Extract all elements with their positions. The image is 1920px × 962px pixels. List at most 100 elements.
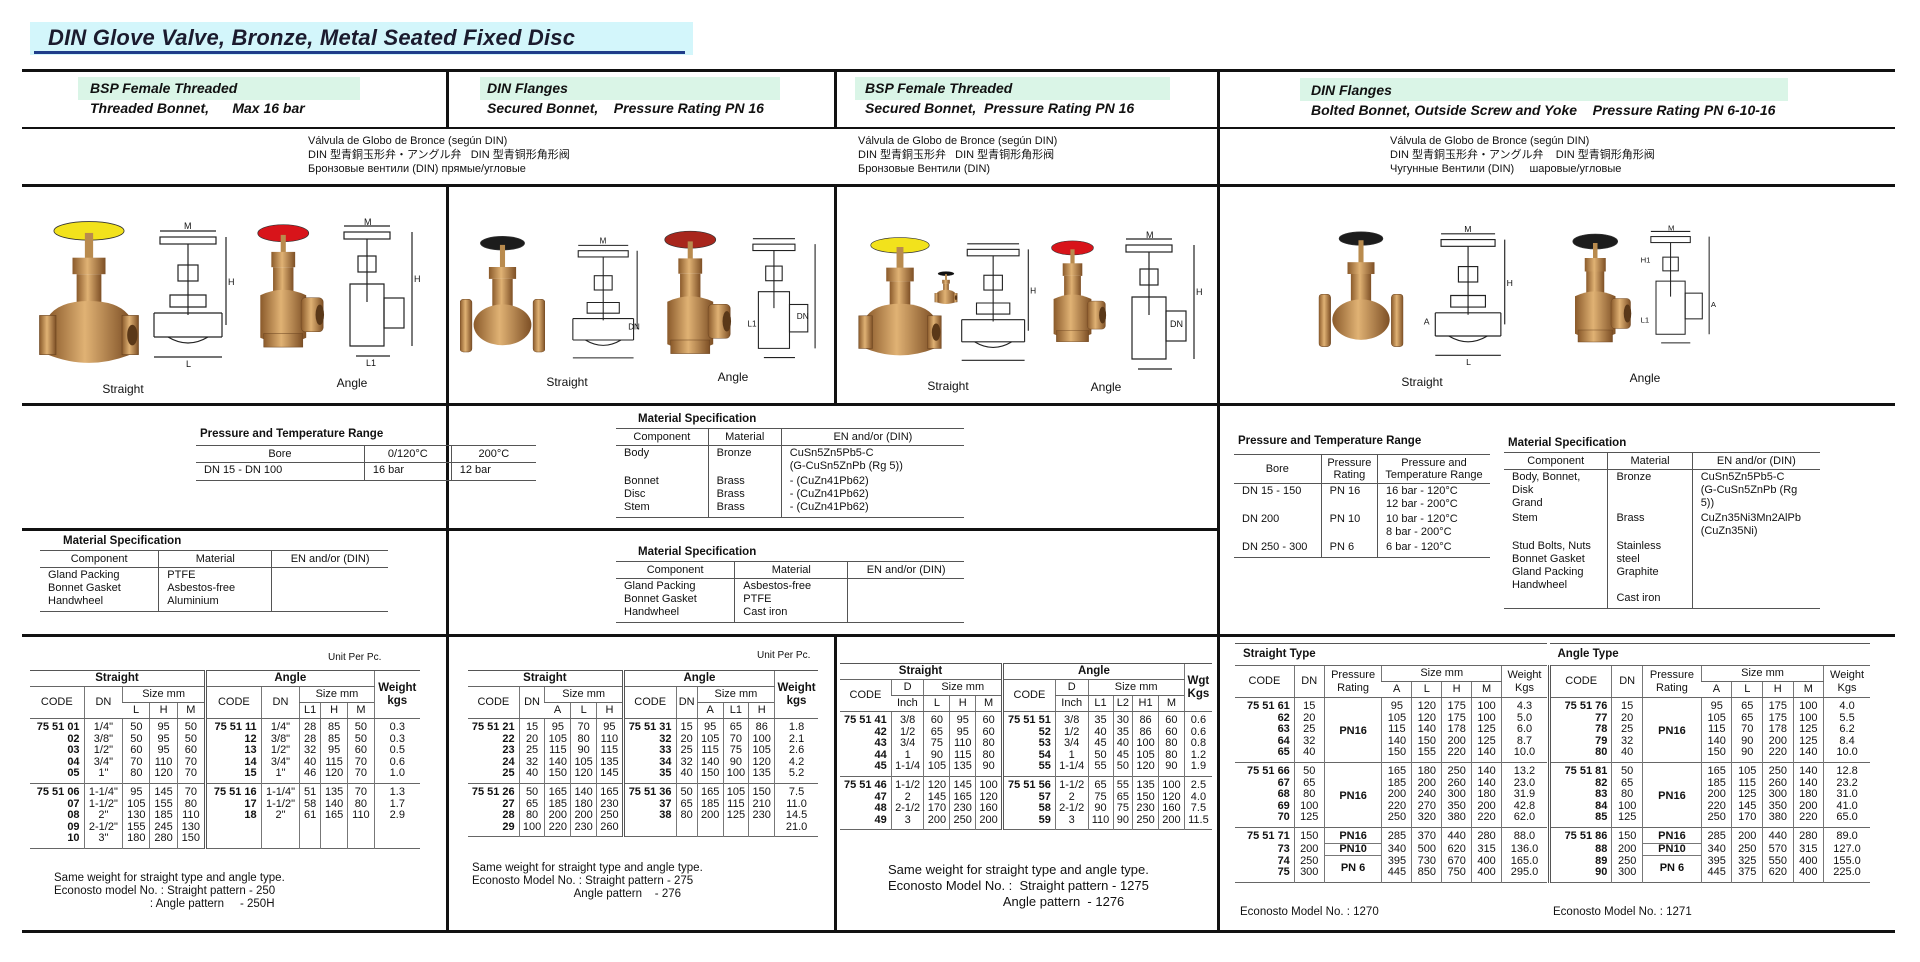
column-header: A [1381,681,1412,698]
table-row: 70 125 250 320 380 220 62.0 [1235,812,1547,828]
column-header: CODE [468,686,520,719]
table-row: 68 80 200 240 300 180 31.9 [1235,789,1547,801]
table-cell: 3/4" [83,756,123,769]
table-cell [271,567,388,612]
table-cell: PN16 [1641,762,1702,828]
column-header: A [544,702,571,719]
column-header: CODE [30,686,85,719]
table-cell: 285 [1700,827,1732,844]
table-cell: 10 bar - 120°C 8 bar - 200°C [1377,512,1490,540]
product-code: 75 51 46 [843,778,887,791]
table-cell: 105 [923,761,950,777]
table-cell: 620 [1762,866,1794,883]
table-cell: PN 6 [1323,855,1382,883]
material-spec-title: Material Specification [1508,437,1627,449]
table-row: Stud Bolts, Nuts Bonnet Gasket Gland Pac… [1504,539,1820,609]
straight-caption: Straight [546,375,588,389]
table-cell: 185 [1381,777,1412,790]
table-cell: 150 [748,783,775,799]
table-cell: 155.0 [1823,855,1870,868]
product-code: 80 [1547,747,1612,763]
table-cell: 85 [319,733,348,746]
table-row: 64 32 140 150 200 125 8.7 [1235,735,1547,748]
product-code: 58 [1001,803,1056,815]
table-cell: 40 [518,768,545,784]
table-cell: 140 [1792,777,1824,790]
column-header: Weight kgs [774,670,818,719]
column-header: H [596,702,624,719]
table-cell: PN10 [1323,843,1382,857]
table-cell: 32 [675,756,698,769]
material-spec-table: Component Material EN and/or (DIN) Body, Bo… [1504,452,1820,609]
table-cell: 105 [1381,712,1412,725]
table-cell: 1-1/4" [260,783,300,799]
table-cell: 1.0 [373,768,420,784]
table-cell: 50 [176,733,206,746]
table-cell: 170 [1731,812,1763,828]
table-cell: 1.7 [373,798,420,811]
table-cell: 65 [1611,777,1643,790]
multilingual-subtitle: Válvula de Globo de Bronce (según DIN) D… [308,135,570,175]
table-row: 23 25 115 90 115 33 25 115 75 105 2.6 [468,745,818,757]
column-header: Pressure Rating [1323,665,1382,698]
table-cell: 80 [975,749,1003,762]
table-cell: 240 [1411,789,1442,801]
table-cell: Stem [1512,512,1538,524]
column-header: Size mm [122,686,206,703]
table-cell: 110 [176,810,206,822]
table-cell: 45 [1087,738,1114,750]
table-cell: Stud Bolts, Nuts Bonnet Gasket Gland Pac… [1504,539,1608,609]
product-code: 57 [1001,791,1056,804]
table-cell: 165 [596,783,624,799]
product-code: 07 [67,797,80,810]
table-cell: 180 [122,833,150,849]
column-header: L [1731,681,1763,698]
header-line1: BSP Female Threaded [865,80,1013,96]
table-row: 63 25 115 140 178 125 6.0 [1235,724,1547,736]
svg-text:L: L [186,359,191,369]
column-header: D [890,679,924,696]
table-cell [675,821,698,837]
table-cell: 12 bar [450,462,536,481]
table-cell: 85 [319,718,348,734]
material-spec-title: Material Specification [63,535,182,547]
svg-text:M: M [364,217,372,227]
table-cell: 850 [1411,866,1442,883]
angle-valve-drawing: DN L1 [747,235,823,363]
table-cell: 230 [949,803,976,815]
table-cell: 160 [975,803,1003,815]
table-cell: 115 [1731,777,1763,790]
table-cell: 32 [1611,735,1643,748]
table-cell: 2.6 [774,745,818,757]
table-cell: 65 [1731,697,1763,713]
table-row: 88 200 PN10 340 250 570 315 127.0 [1547,843,1870,857]
table-row: 67 65 185 200 260 140 23.0 [1235,777,1547,790]
table-cell: 1 [1054,749,1089,762]
table-cell: 350 [1441,800,1472,813]
angle-valve-drawing: M H DN [1115,230,1203,375]
table-cell: 120 [570,768,597,784]
table-cell: 95 [1381,697,1412,713]
table-cell: 135 [1132,776,1159,792]
product-code: 75 51 86 [1547,827,1612,844]
table-cell: Gland Packing Bonnet Gasket Handwheel [40,567,159,612]
table-cell: 1/2" [83,745,123,757]
table-cell [319,833,348,849]
table-cell: 6 bar - 120°C [1377,540,1490,558]
table-cell: 165 [1700,762,1732,778]
product-table-straight-type: Straight Type CODE DN Pressure Rating Size m… [1235,643,1547,883]
table-cell: 1-1/2" [83,798,123,811]
table-row: Gland Packing Bonnet Gasket Handwheel PTF… [40,567,388,612]
table-cell: 2.1 [774,733,818,746]
table-row: 24 32 140 105 135 34 32 140 90 120 4.2 [468,756,818,769]
column-header: M [1471,681,1502,698]
table-cell: 395 [1700,855,1732,868]
svg-text:L: L [1466,357,1471,367]
table-cell: 400 [1471,855,1502,868]
table-cell: 95 [319,745,348,757]
table-cell: 1-1/4 [1054,761,1089,777]
product-code: 89 [1547,855,1612,868]
column-header: A [696,702,724,719]
table-cell: 1-1/2" [260,798,300,811]
table-cell: 40 [1087,726,1114,739]
